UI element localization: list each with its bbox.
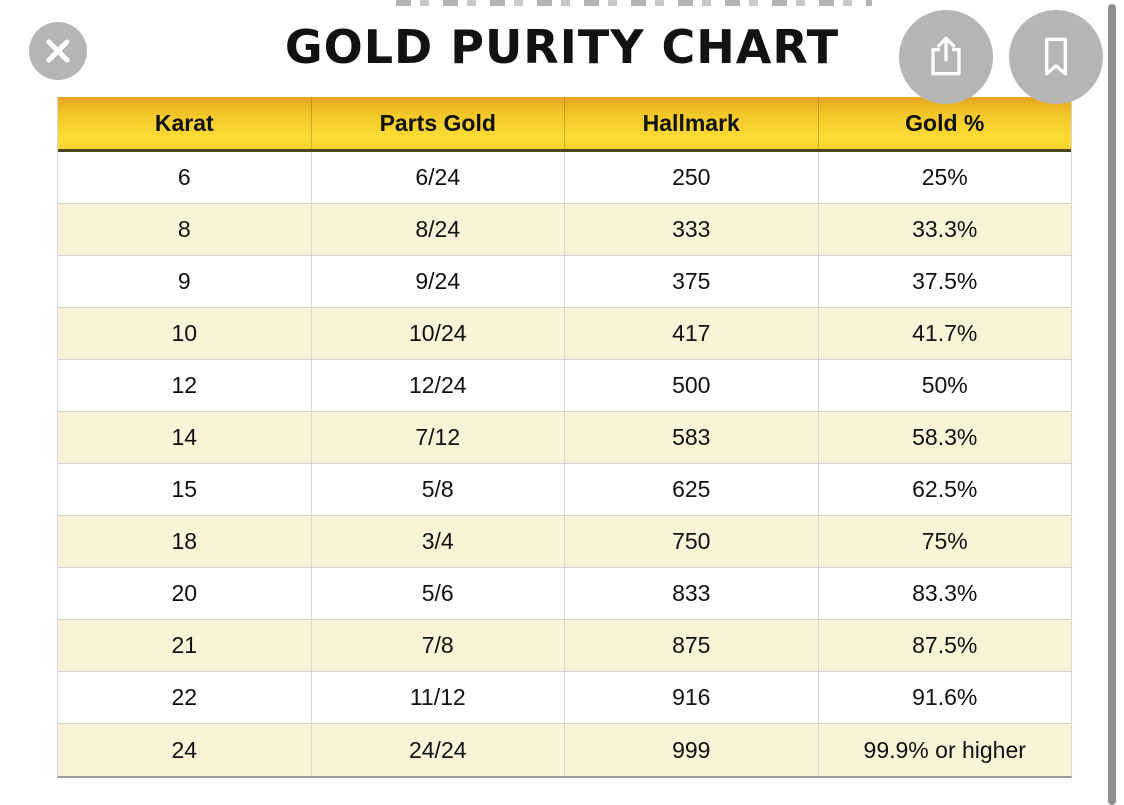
close-icon (41, 34, 75, 68)
page-title: GOLD PURITY CHART (284, 20, 840, 74)
table-cell: 99.9% or higher (863, 736, 1026, 763)
bookmark-button[interactable] (1009, 10, 1103, 104)
table-cell: 37.5% (912, 268, 978, 294)
table-cell: 18 (58, 516, 312, 567)
table-cell: 250 (565, 152, 819, 203)
table-cell: 875 (565, 620, 819, 671)
table-cell: 62.5% (912, 476, 978, 502)
table-cell: 21 (58, 620, 312, 671)
table-cell: 6/24 (312, 152, 565, 203)
table-row: 21 7/8 875 87.5% (58, 620, 1071, 672)
column-header: Gold % (905, 109, 985, 136)
column-header: Hallmark (565, 97, 819, 149)
table-cell: 333 (565, 204, 819, 255)
table-row: 22 11/12 916 91.6% (58, 672, 1071, 724)
table-cell: 22 (58, 672, 312, 723)
table-cell: 87.5% (912, 632, 978, 658)
table-cell: 625 (565, 464, 819, 515)
table-cell: 24 (58, 724, 312, 776)
table-cell: 8 (58, 204, 312, 255)
table-cell: 5/8 (312, 464, 565, 515)
share-icon (920, 31, 972, 83)
table-cell: 25% (921, 164, 968, 190)
table-cell: 41.7% (912, 320, 978, 346)
share-button[interactable] (899, 10, 993, 104)
table-cell: 83.3% (912, 580, 978, 606)
vertical-scrollbar[interactable] (1108, 4, 1116, 805)
table-cell: 24/24 (312, 724, 565, 776)
table-row: 9 9/24 375 37.5% (58, 256, 1071, 308)
table-cell: 11/12 (312, 672, 565, 723)
table-cell: 375 (565, 256, 819, 307)
table-cell: 75% (921, 528, 968, 554)
column-header: Karat (58, 97, 312, 149)
table-cell: 91.6% (912, 684, 978, 710)
table-row: 15 5/8 625 62.5% (58, 464, 1071, 516)
table-cell: 15 (58, 464, 312, 515)
table-cell: 10 (58, 308, 312, 359)
table-cell: 12 (58, 360, 312, 411)
table-cell: 10/24 (312, 308, 565, 359)
table-cell: 833 (565, 568, 819, 619)
table-row: 6 6/24 250 25% (58, 152, 1071, 204)
bookmark-icon (1030, 31, 1082, 83)
table-header-row: Karat Parts Gold Hallmark Gold % (58, 97, 1071, 152)
table-row: 18 3/4 750 75% (58, 516, 1071, 568)
table-row: 14 7/12 583 58.3% (58, 412, 1071, 464)
table-cell: 7/12 (312, 412, 565, 463)
table-row: 8 8/24 333 33.3% (58, 204, 1071, 256)
table-cell: 999 (565, 724, 819, 776)
table-cell: 6 (58, 152, 312, 203)
table-cell: 14 (58, 412, 312, 463)
table-row: 24 24/24 999 99.9% or higher (58, 724, 1071, 776)
close-button[interactable] (29, 22, 87, 80)
table-cell: 20 (58, 568, 312, 619)
table-cell: 12/24 (312, 360, 565, 411)
table-cell: 500 (565, 360, 819, 411)
table-cell: 417 (565, 308, 819, 359)
table-cell: 583 (565, 412, 819, 463)
table-cell: 58.3% (912, 424, 978, 450)
table-cell: 750 (565, 516, 819, 567)
column-header: Parts Gold (312, 97, 565, 149)
table-cell: 5/6 (312, 568, 565, 619)
table-row: 12 12/24 500 50% (58, 360, 1071, 412)
table-cell: 7/8 (312, 620, 565, 671)
table-cell: 916 (565, 672, 819, 723)
table-row: 10 10/24 417 41.7% (58, 308, 1071, 360)
cropped-text-top-edge (396, 0, 872, 6)
table-cell: 3/4 (312, 516, 565, 567)
gold-purity-table: Karat Parts Gold Hallmark Gold % 6 6/24 250 25… (57, 97, 1072, 778)
table-cell: 8/24 (312, 204, 565, 255)
table-row: 20 5/6 833 83.3% (58, 568, 1071, 620)
table-cell: 50% (921, 372, 968, 398)
table-cell: 9 (58, 256, 312, 307)
table-cell: 33.3% (912, 216, 978, 242)
table-cell: 9/24 (312, 256, 565, 307)
